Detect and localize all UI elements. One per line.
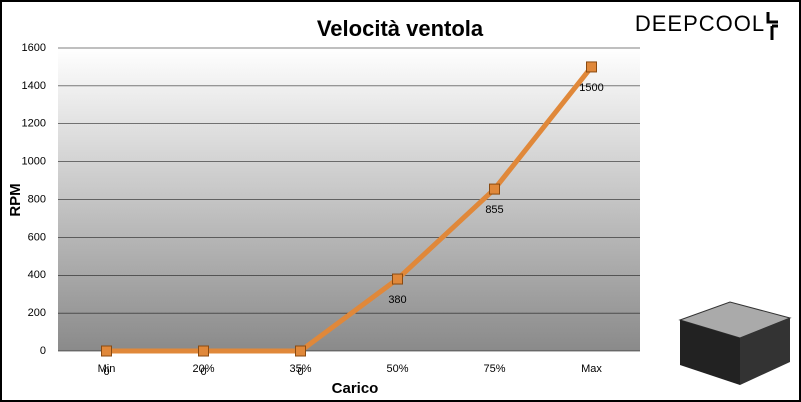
data-label: 0 xyxy=(297,366,303,378)
y-tick-label: 1400 xyxy=(22,80,46,92)
y-tick-label: 600 xyxy=(28,231,46,243)
x-tick-label: Max xyxy=(581,363,602,375)
y-tick-label: 1600 xyxy=(22,42,46,54)
brand-icon xyxy=(766,12,778,40)
y-axis-label: RPM xyxy=(7,183,24,216)
marker xyxy=(489,183,500,195)
y-tick-label: 0 xyxy=(40,345,46,357)
data-label: 380 xyxy=(388,294,406,306)
marker xyxy=(586,61,597,73)
x-tick-label: 75% xyxy=(483,363,505,375)
x-tick-label: 50% xyxy=(386,363,408,375)
marker xyxy=(392,273,403,285)
line xyxy=(106,65,594,354)
chart-title: Velocità ventola xyxy=(317,16,484,41)
brand-logo: DEEPCOOL xyxy=(635,11,765,36)
y-tick-label: 1000 xyxy=(22,156,46,168)
y-tick-label: 400 xyxy=(28,269,46,281)
data-label: 855 xyxy=(485,204,503,216)
x-tick-label: Min xyxy=(98,363,116,375)
marker xyxy=(198,345,209,357)
data-label: 1500 xyxy=(579,82,603,94)
x-tick-label: 20% xyxy=(192,363,214,375)
data-label: 0 xyxy=(103,366,109,378)
marker xyxy=(101,345,112,357)
x-tick-label: 35% xyxy=(289,363,311,375)
x-axis-label: Carico xyxy=(332,380,379,397)
marker xyxy=(295,345,306,357)
y-tick-label: 800 xyxy=(28,193,46,205)
y-tick-label: 1200 xyxy=(22,118,46,130)
y-tick-label: 200 xyxy=(28,307,46,319)
product-image xyxy=(678,301,792,385)
data-label: 0 xyxy=(200,366,206,378)
